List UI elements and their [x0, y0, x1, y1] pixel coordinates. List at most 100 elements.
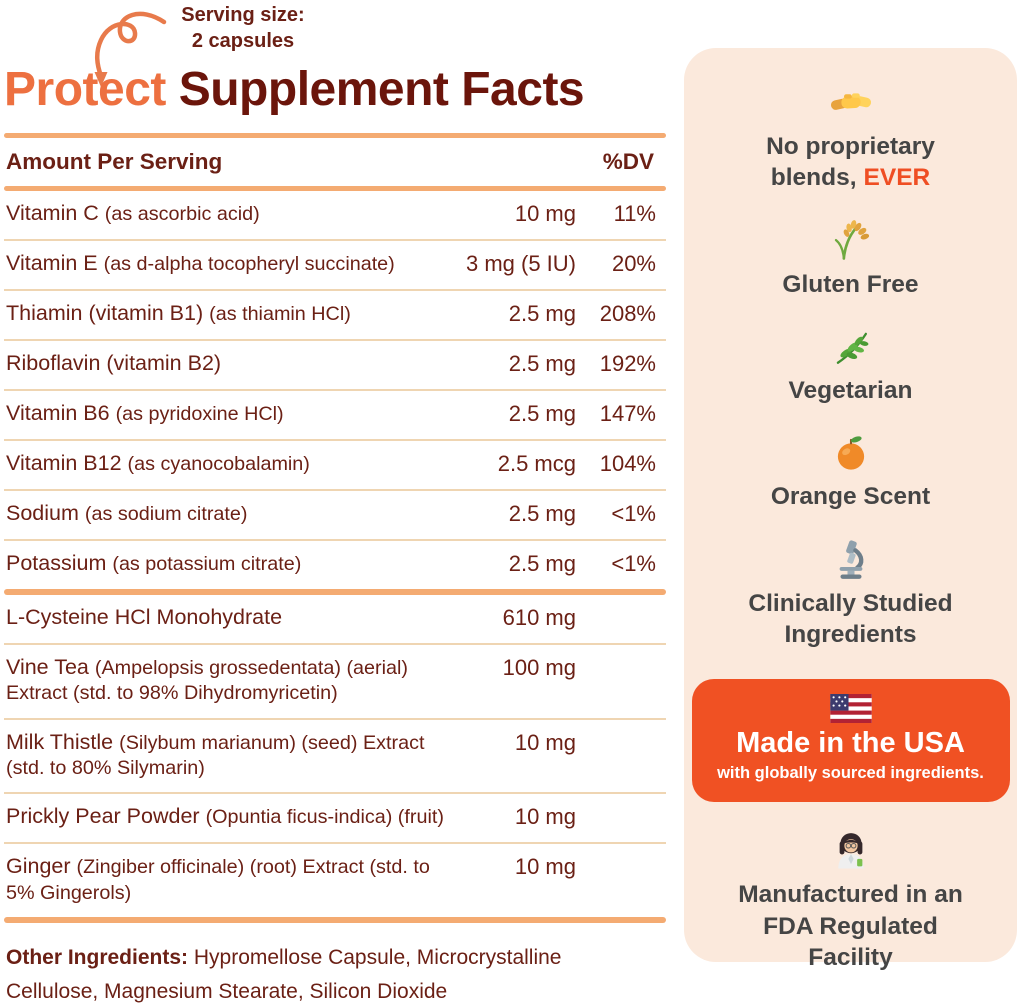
ingredient-dv: 147%: [599, 401, 656, 426]
ingredient-amount: 2.5 mg: [508, 351, 576, 376]
ingredient-amount: 2.5 mg: [508, 401, 576, 426]
badge-text: Gluten Free: [782, 270, 919, 298]
header-dv: %DV: [602, 149, 654, 174]
ingredient-amount: 2.5 mcg: [497, 451, 576, 476]
supplement-facts-table: Amount Per Serving %DV Vitamin C (as asc…: [4, 133, 666, 1008]
ingredient-name: Vitamin B6: [6, 401, 110, 425]
microscope-icon: [839, 540, 863, 579]
badge-gluten-free: Gluten Free: [782, 219, 919, 300]
ingredient-name: Milk Thistle: [6, 729, 114, 754]
ingredient-amount: 10 mg: [514, 854, 576, 880]
header-amount-per-serving: Amount Per Serving: [6, 149, 223, 174]
page-title-rest: Supplement Facts: [165, 63, 585, 116]
table-row: Prickly Pear Powder (Opuntia ficus-indic…: [4, 792, 666, 842]
ingredient-amount: 2.5 mg: [508, 501, 576, 526]
ingredient-name: Thiamin (vitamin B1): [6, 301, 204, 325]
badge-vegetarian: Vegetarian: [788, 326, 913, 406]
page-title: Protect Supplement Facts: [4, 62, 674, 117]
ingredient-name: Vitamin C: [6, 201, 99, 225]
badge-clinically-studied: Clinically Studied Ingredients: [735, 539, 967, 651]
ingredient-name: L-Cysteine HCl Monohydrate: [6, 605, 283, 629]
ingredient-detail: (as ascorbic acid): [104, 203, 260, 225]
header-rule-bottom: [4, 186, 666, 191]
page-title-highlight: Protect: [4, 63, 166, 116]
ingredient-detail: (as d-alpha tocopheryl succinate): [103, 253, 395, 275]
ingredient-name: Prickly Pear Powder: [6, 804, 200, 829]
ingredient-name: Ginger: [6, 854, 71, 879]
badge-text: No proprietary blends,: [766, 133, 935, 192]
badge-text: Manufactured in an FDA Regulated Facilit…: [738, 881, 963, 972]
ingredient-detail: (as thiamin HCl): [209, 303, 351, 325]
ingredient-detail: (Opuntia ficus-indica) (fruit): [205, 806, 444, 829]
ingredient-detail: (as cyanocobalamin): [127, 453, 310, 475]
handshake-icon: [830, 93, 871, 110]
ingredient-detail: (as pyridoxine HCl): [115, 403, 284, 425]
table-row: Vitamin B6 (as pyridoxine HCl) 2.5 mg 14…: [4, 389, 666, 439]
ingredient-dv: 208%: [599, 301, 656, 326]
table-row: Sodium (as sodium citrate) 2.5 mg <1%: [4, 489, 666, 539]
ingredient-name: Vitamin E: [6, 251, 98, 275]
ingredient-dv: 104%: [599, 451, 656, 476]
ingredient-detail: (as potassium citrate): [112, 553, 302, 575]
serving-size-line2: 2 capsules: [191, 30, 295, 52]
ingredient-name: Sodium: [6, 501, 79, 525]
table-row: Vitamin E (as d-alpha tocopheryl succina…: [4, 239, 666, 289]
made-in-usa-subtitle: with globally sourced ingredients.: [717, 764, 984, 783]
other-ingredients: Other Ingredients: Hypromellose Capsule,…: [4, 923, 652, 1008]
table-row: Potassium (as potassium citrate) 2.5 mg …: [4, 539, 666, 589]
badge-text: Orange Scent: [770, 483, 931, 511]
curly-arrow-icon: [94, 11, 167, 87]
table-row: Riboflavin (vitamin B2) 2.5 mg 192%: [4, 339, 666, 389]
ingredient-dv: <1%: [611, 551, 656, 576]
made-in-usa-box: Made in the USA with globally sourced in…: [691, 678, 1010, 803]
ingredient-detail: (Silybum marianum) (seed) Extract (std. …: [6, 731, 425, 780]
badge-text: Clinically Studied Ingredients: [748, 589, 953, 649]
herb-icon: [836, 332, 868, 364]
ingredient-amount: 3 mg (5 IU): [465, 251, 576, 276]
ingredient-dv: <1%: [611, 501, 656, 526]
supplement-label: Serving size: 2 capsules Protect Supplem…: [4, 2, 1017, 1003]
serving-size-note: Serving size: 2 capsules: [163, 2, 323, 54]
table-header: Amount Per Serving %DV: [4, 138, 666, 186]
other-ingredients-label: Other Ingredients:: [6, 946, 189, 970]
sheaf-of-rice-icon: [835, 219, 870, 260]
table-row: Vitamin B12 (as cyanocobalamin) 2.5 mcg …: [4, 439, 666, 489]
ingredient-dv: 192%: [599, 351, 656, 376]
tangerine-icon: [837, 436, 864, 471]
badge-highlight: EVER: [863, 164, 931, 192]
table-row: Vine Tea (Ampelopsis grossedentata) (aer…: [4, 643, 666, 718]
table-row: Thiamin (vitamin B1) (as thiamin HCl) 2.…: [4, 289, 666, 339]
badge-text: Vegetarian: [788, 377, 913, 405]
ingredient-detail: (as sodium citrate): [84, 503, 248, 525]
ingredient-amount: 10 mg: [514, 201, 576, 226]
ingredient-amount: 610 mg: [502, 605, 576, 630]
badge-fda-facility: Manufactured in an FDA Regulated Facilit…: [735, 830, 967, 973]
ingredient-detail: (Ampelopsis grossedentata) (aerial) Extr…: [6, 657, 408, 705]
ingredient-name: Potassium: [6, 551, 107, 575]
table-row: Milk Thistle (Silybum marianum) (seed) E…: [4, 717, 666, 793]
ingredient-name: Vine Tea: [6, 655, 89, 679]
serving-size-line1: Serving size:: [181, 4, 305, 26]
ingredient-amount: 10 mg: [514, 729, 576, 755]
section-divider: [4, 917, 666, 924]
table-row: Vitamin C (as ascorbic acid) 10 mg 11%: [4, 191, 666, 239]
ingredient-name: Riboflavin (vitamin B2): [6, 351, 222, 375]
badge-orange-scent: Orange Scent: [771, 432, 930, 512]
header-rule-top: [4, 133, 666, 138]
ingredient-amount: 100 mg: [502, 655, 576, 680]
made-in-usa-title: Made in the USA: [736, 726, 965, 759]
table-row: L-Cysteine HCl Monohydrate 610 mg: [4, 595, 666, 643]
ingredient-amount: 10 mg: [514, 804, 576, 830]
ingredient-detail: (Zingiber officinale) (root) Extract (st…: [6, 856, 430, 904]
us-flag-icon: [829, 693, 872, 723]
ingredient-amount: 2.5 mg: [508, 301, 576, 326]
ingredient-amount: 2.5 mg: [508, 551, 576, 576]
section-divider: [4, 589, 666, 595]
benefits-sidebar: No proprietary blends, EVER Gluten Free: [684, 48, 1017, 971]
badge-no-proprietary-blends: No proprietary blends, EVER: [735, 82, 967, 194]
woman-scientist-icon: [837, 833, 864, 869]
ingredient-dv: 20%: [611, 251, 656, 276]
ingredient-name: Vitamin B12: [6, 451, 122, 475]
table-row: Ginger (Zingiber officinale) (root) Extr…: [4, 842, 666, 917]
ingredient-dv: 11%: [613, 201, 656, 226]
